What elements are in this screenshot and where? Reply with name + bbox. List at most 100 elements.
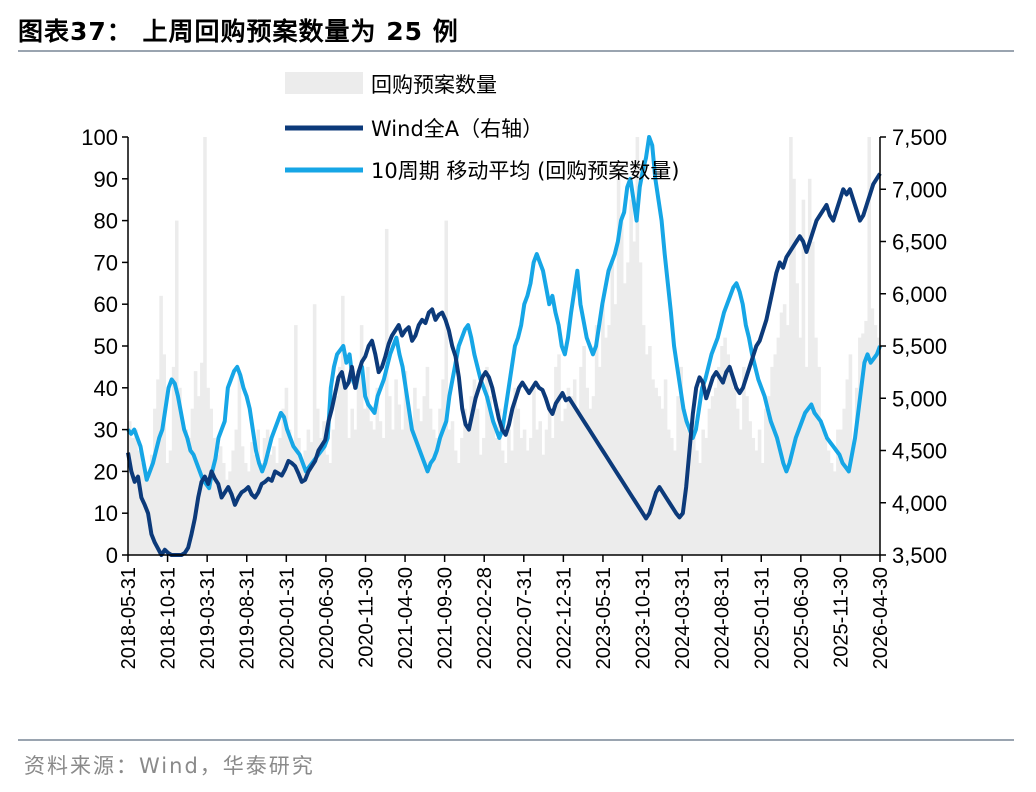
x-tick-label: 2020-06-30 xyxy=(316,567,338,669)
bar xyxy=(801,199,806,555)
x-tick-label: 2021-04-30 xyxy=(395,567,417,669)
bar xyxy=(444,220,448,555)
bar xyxy=(419,421,423,555)
bar xyxy=(786,325,790,555)
bar xyxy=(381,437,386,555)
left-tick-label: 60 xyxy=(94,292,118,317)
bar xyxy=(613,304,618,555)
bar xyxy=(591,396,596,555)
bar xyxy=(717,366,721,555)
bar xyxy=(272,446,276,555)
bar xyxy=(425,366,430,555)
bar xyxy=(814,337,818,555)
bar xyxy=(525,450,530,555)
bar xyxy=(281,408,286,555)
bar xyxy=(742,366,746,555)
x-tick-label: 2022-07-31 xyxy=(514,567,536,669)
bar xyxy=(723,337,727,555)
left-tick-label: 80 xyxy=(94,209,118,234)
x-tick-label: 2025-06-30 xyxy=(791,567,813,669)
bar xyxy=(200,362,204,555)
bar xyxy=(237,371,242,555)
bar xyxy=(344,387,348,555)
bar xyxy=(316,408,320,555)
bar xyxy=(384,228,389,555)
bar xyxy=(757,429,762,555)
x-tick-label: 2020-11-30 xyxy=(356,567,378,668)
x-tick-label: 2023-10-31 xyxy=(633,567,655,669)
bar xyxy=(585,387,589,555)
bar xyxy=(128,421,132,555)
bar xyxy=(372,429,376,555)
bar xyxy=(817,366,821,555)
bar xyxy=(287,429,292,555)
bar xyxy=(795,283,799,555)
bar xyxy=(469,396,474,555)
bar xyxy=(325,454,329,555)
bar xyxy=(861,333,865,555)
bar xyxy=(212,437,217,555)
bar xyxy=(713,387,718,555)
bar xyxy=(309,442,314,555)
bar xyxy=(450,421,455,555)
x-tick-label: 2021-09-30 xyxy=(435,567,457,669)
axes-layer: 0 10 20 30 40 50 60 70 80 90 100 3,500 4,000 4,500 5,0… xyxy=(81,125,947,669)
bar xyxy=(704,437,709,555)
left-tick-label: 10 xyxy=(94,501,118,526)
bar xyxy=(243,463,248,555)
bar xyxy=(403,371,408,555)
bar xyxy=(554,366,558,555)
bar xyxy=(807,178,812,556)
left-tick-label: 20 xyxy=(94,459,118,484)
bar xyxy=(504,463,508,555)
legend-swatch-bars xyxy=(285,72,363,94)
bar xyxy=(629,199,633,555)
bar xyxy=(453,450,458,555)
left-tick-label: 50 xyxy=(94,334,118,359)
bar xyxy=(582,346,586,555)
bar xyxy=(341,295,345,555)
bar xyxy=(400,429,405,555)
bar xyxy=(181,421,185,555)
bar xyxy=(497,408,502,555)
bar xyxy=(259,463,264,555)
bar xyxy=(867,137,871,555)
bar xyxy=(240,446,245,555)
bar xyxy=(353,429,358,555)
right-tick-label: 3,500 xyxy=(892,543,947,568)
bar xyxy=(218,446,223,555)
bar xyxy=(670,437,674,555)
bar xyxy=(250,442,254,555)
bar xyxy=(679,366,683,555)
bar xyxy=(447,429,452,555)
bar xyxy=(284,387,289,555)
bar xyxy=(297,437,301,555)
right-tick-label: 6,000 xyxy=(892,282,947,307)
bar xyxy=(660,408,665,555)
bar xyxy=(782,304,787,555)
bar xyxy=(466,429,470,555)
bar xyxy=(692,421,696,555)
bar xyxy=(184,429,188,555)
bar xyxy=(149,454,154,555)
bar xyxy=(431,429,436,555)
bar xyxy=(475,408,480,555)
bar xyxy=(140,463,145,555)
bar xyxy=(829,463,834,555)
bar xyxy=(666,429,671,555)
bar xyxy=(500,450,505,555)
bar xyxy=(334,396,339,555)
right-tick-label: 7,500 xyxy=(892,125,947,150)
bar xyxy=(294,325,298,555)
bar xyxy=(751,437,756,555)
bar xyxy=(322,421,326,555)
bar xyxy=(579,366,583,555)
bar xyxy=(651,379,655,555)
bar xyxy=(234,429,239,555)
bar xyxy=(178,387,182,555)
bar xyxy=(811,241,815,555)
bar xyxy=(754,450,759,555)
bar xyxy=(171,366,176,555)
bar xyxy=(854,387,859,555)
bar xyxy=(137,450,141,555)
